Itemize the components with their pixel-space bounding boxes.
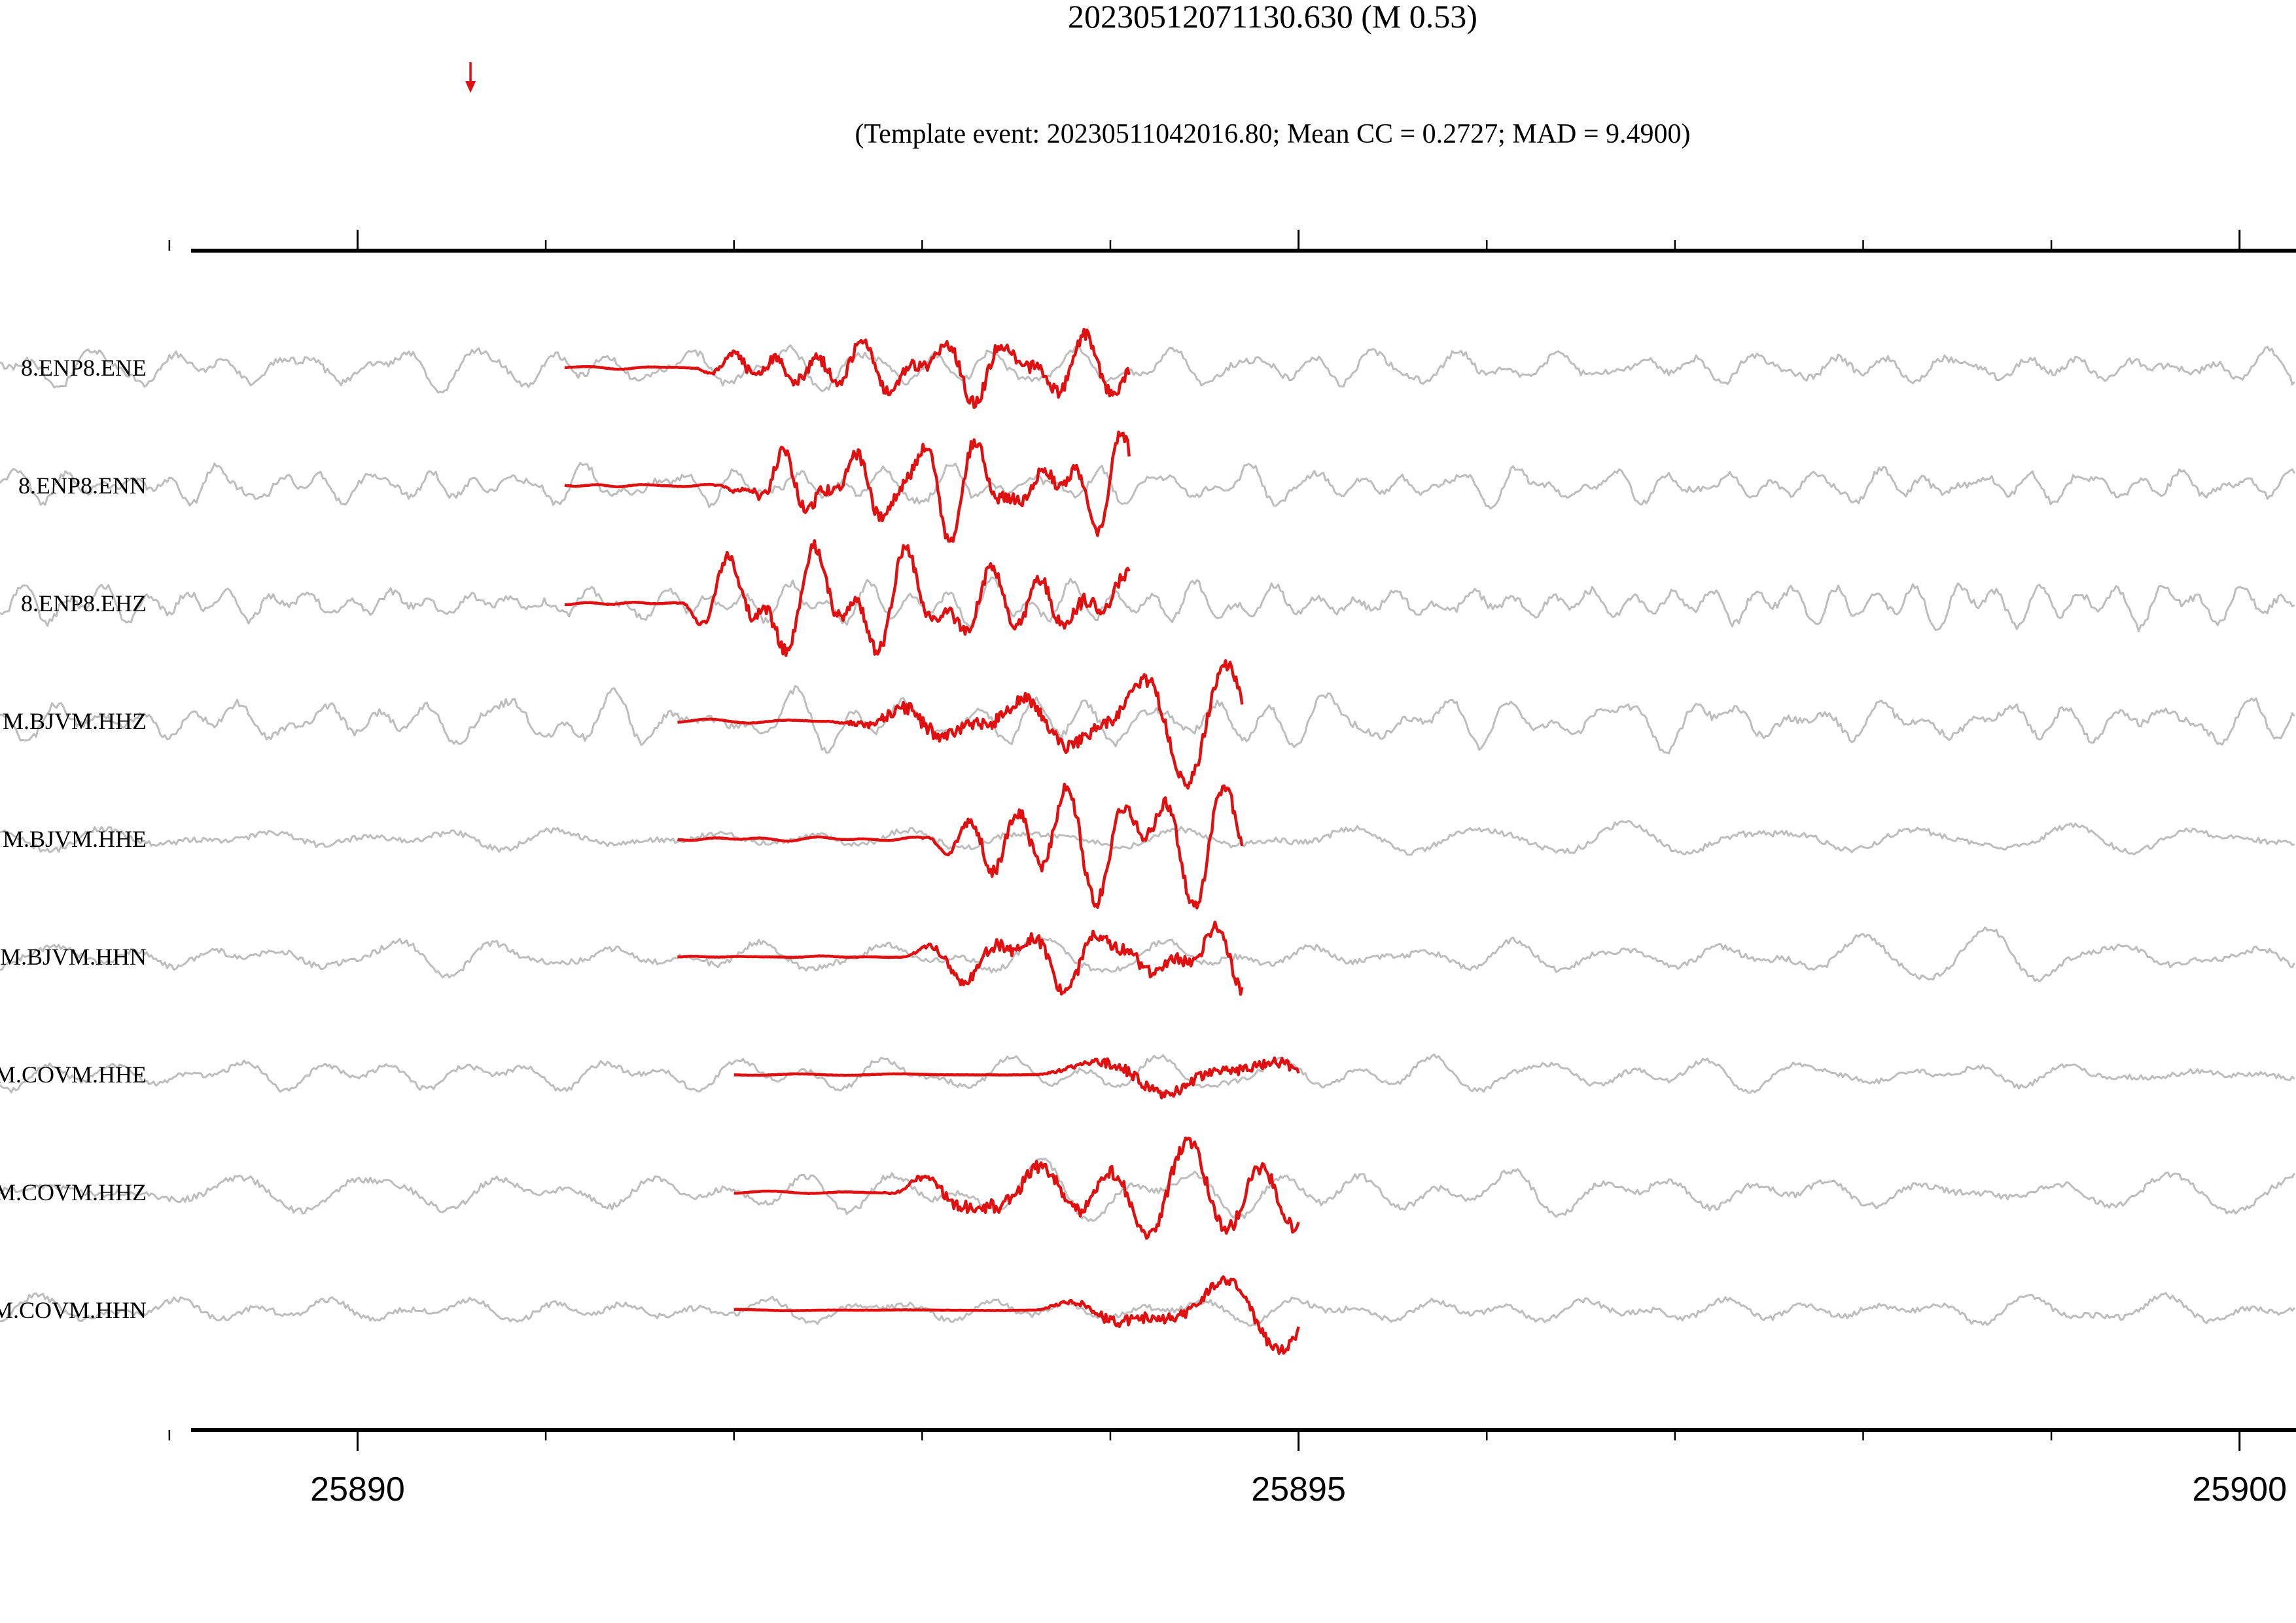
station-label: M.BJVM.HHE bbox=[3, 826, 147, 852]
template-waveform bbox=[677, 920, 1244, 996]
trace-m-bjvm-hhz bbox=[0, 659, 2295, 790]
station-label: M.BJVM.HHN bbox=[0, 944, 147, 970]
station-label: 8.ENP8.ENN bbox=[18, 473, 147, 499]
x-tick-label: 25895 bbox=[1251, 1471, 1346, 1508]
continuous-waveform bbox=[0, 576, 2295, 633]
template-waveform bbox=[564, 430, 1131, 543]
template-waveform bbox=[564, 539, 1131, 657]
station-label: M.COVM.HHN bbox=[0, 1297, 147, 1323]
trace-8-enp8-ene bbox=[0, 327, 2295, 410]
template-waveform bbox=[564, 327, 1131, 410]
x-axis-layer: 25890 25895 25900 bbox=[168, 230, 2296, 1508]
station-label: 8.ENP8.EHZ bbox=[21, 590, 147, 616]
continuous-waveform bbox=[0, 1292, 2295, 1327]
continuous-waveform bbox=[0, 1053, 2295, 1094]
continuous-waveform bbox=[0, 926, 2296, 982]
detection-arrow-icon bbox=[465, 62, 476, 93]
station-label: M.BJVM.HHZ bbox=[3, 708, 147, 734]
trace-m-bjvm-hhn bbox=[0, 920, 2296, 996]
continuous-waveform bbox=[0, 461, 2295, 510]
trace-8-enp8-ehz bbox=[0, 539, 2295, 657]
continuous-waveform bbox=[0, 1158, 2296, 1222]
station-label: 8.ENP8.ENE bbox=[21, 355, 147, 381]
station-label: M.COVM.HHE bbox=[0, 1061, 147, 1088]
trace-8-enp8-enn bbox=[0, 430, 2295, 543]
chart-title: 20230512071130.630 (M 0.53) bbox=[1068, 0, 1477, 35]
trace-m-covm-hhn bbox=[0, 1275, 2295, 1355]
trace-m-covm-hhe bbox=[0, 1053, 2295, 1099]
station-label: M.COVM.HHZ bbox=[0, 1179, 147, 1205]
template-waveform bbox=[677, 782, 1244, 910]
x-tick-label: 25890 bbox=[310, 1471, 405, 1508]
trace-m-covm-hhz bbox=[0, 1136, 2296, 1240]
detection-marker-layer bbox=[465, 62, 476, 93]
trace-layer bbox=[0, 327, 2296, 1355]
station-label-layer: 8.ENP8.ENE 8.ENP8.ENN 8.ENP8.EHZ M.BJVM.HHZ… bbox=[0, 355, 147, 1323]
x-tick-label: 25900 bbox=[2192, 1471, 2287, 1508]
template-waveform bbox=[733, 1275, 1300, 1355]
chart-subtitle: (Template event: 20230511042016.80; Mean… bbox=[855, 119, 1690, 149]
template-waveform bbox=[733, 1136, 1300, 1240]
template-waveform bbox=[733, 1056, 1300, 1099]
template-waveform bbox=[677, 659, 1244, 790]
trace-m-bjvm-hhe bbox=[0, 782, 2295, 910]
continuous-waveform bbox=[0, 344, 2295, 394]
continuous-waveform bbox=[0, 685, 2295, 755]
